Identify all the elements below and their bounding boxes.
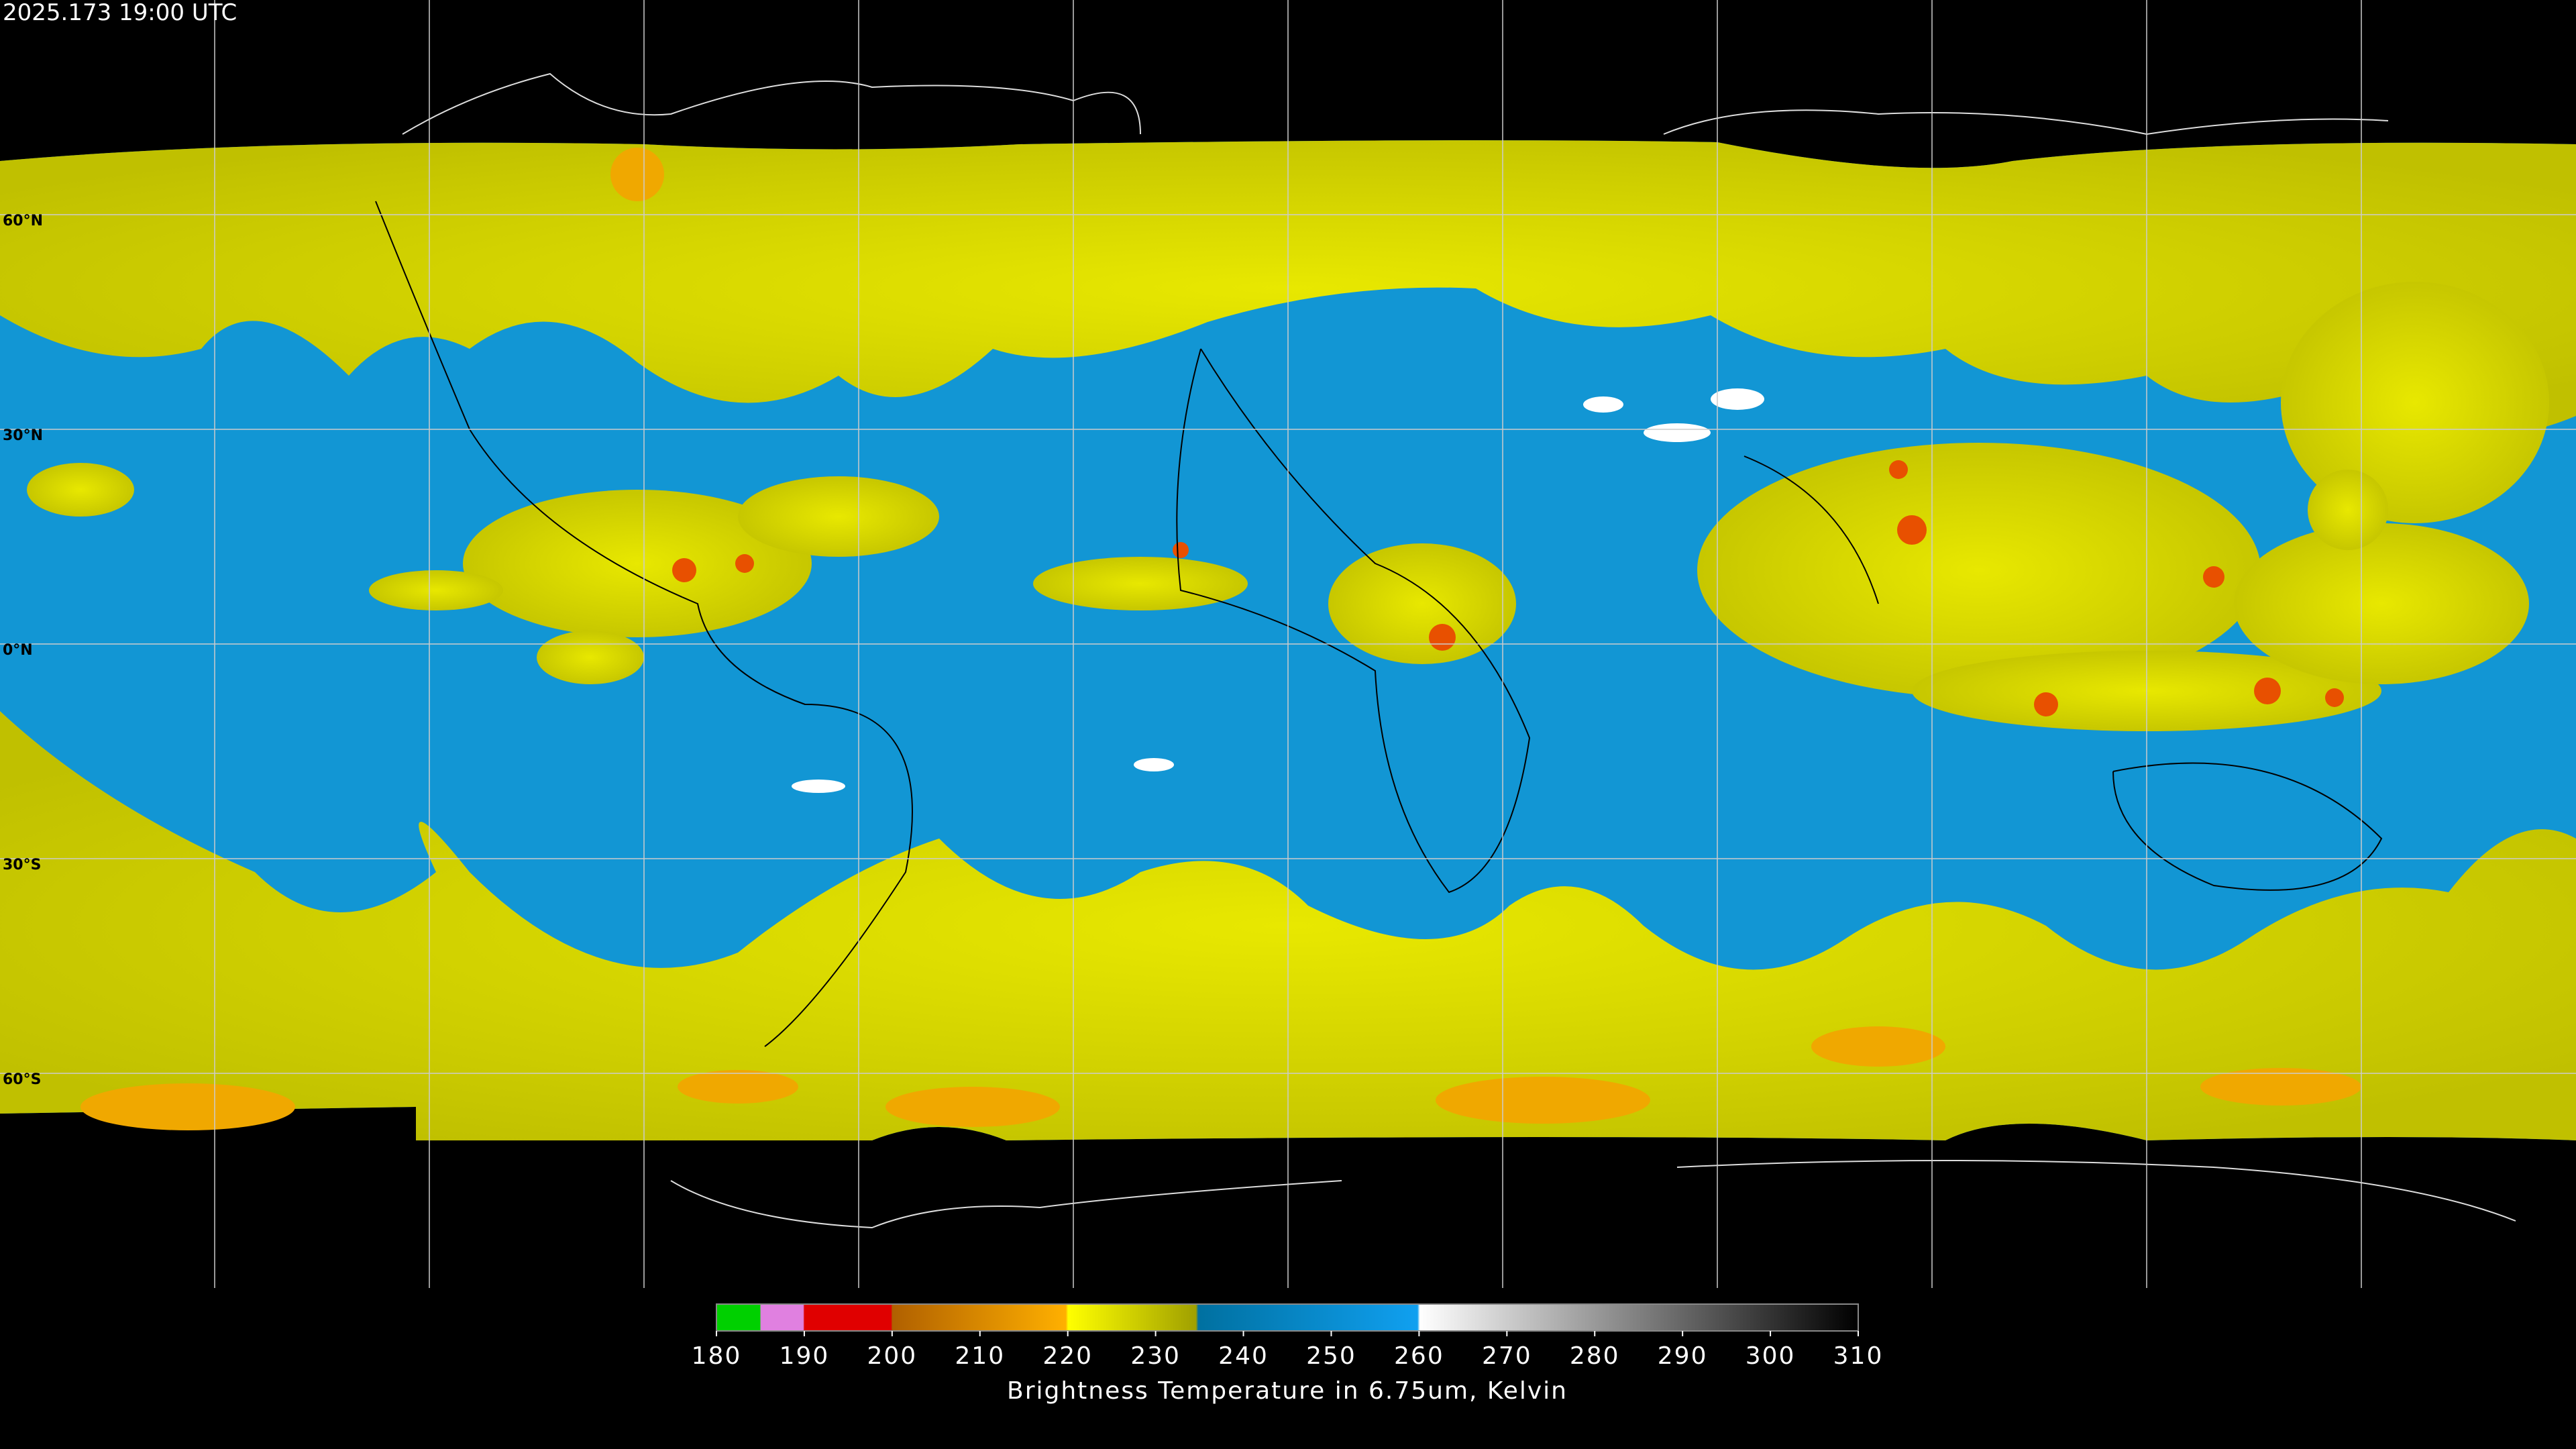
colorbar-tick-label: 220 <box>1042 1342 1093 1370</box>
dry-slots <box>792 388 1764 793</box>
timestamp: 2025.173 19:00 UTC <box>3 0 237 26</box>
latitude-label: 60°S <box>3 1071 41 1088</box>
colorbar-tick-label: 250 <box>1306 1342 1356 1370</box>
latitude-labels: 60°N 30°N 0°N 30°S 60°S <box>3 213 43 1088</box>
colorbar-label: Brightness Temperature in 6.75um, Kelvin <box>1007 1377 1568 1405</box>
graticule <box>0 0 2576 1288</box>
latitude-label: 0°N <box>3 642 33 659</box>
colorbar-tick-label: 300 <box>1746 1342 1796 1370</box>
colorbar-ticks: 180 190 200 210 220 230 240 250 260 270 280 290 300 3… <box>692 1331 1884 1370</box>
colorbar-tick-label: 270 <box>1482 1342 1532 1370</box>
colorbar-tick-label: 290 <box>1658 1342 1708 1370</box>
latitude-label: 60°N <box>3 213 43 229</box>
colorbar-tick-label: 190 <box>780 1342 830 1370</box>
colorbar-tick-label: 180 <box>692 1342 742 1370</box>
colorbar-tick-label: 310 <box>1833 1342 1884 1370</box>
coastlines <box>375 201 2383 1047</box>
colorbar-tick-label: 200 <box>867 1342 917 1370</box>
colorbar-tick-label: 280 <box>1570 1342 1620 1370</box>
tropical-convection <box>27 282 2549 731</box>
colorbar-tick-label: 210 <box>955 1342 1005 1370</box>
colorbar-tick-label: 260 <box>1394 1342 1444 1370</box>
colorbar-tick-label: 230 <box>1130 1342 1181 1370</box>
latitude-label: 30°N <box>3 427 43 444</box>
colorbar <box>716 1303 1859 1332</box>
colorbar-tick-label: 240 <box>1218 1342 1269 1370</box>
latitude-label: 30°S <box>3 857 41 873</box>
southern-cold-patches <box>80 1026 2361 1130</box>
